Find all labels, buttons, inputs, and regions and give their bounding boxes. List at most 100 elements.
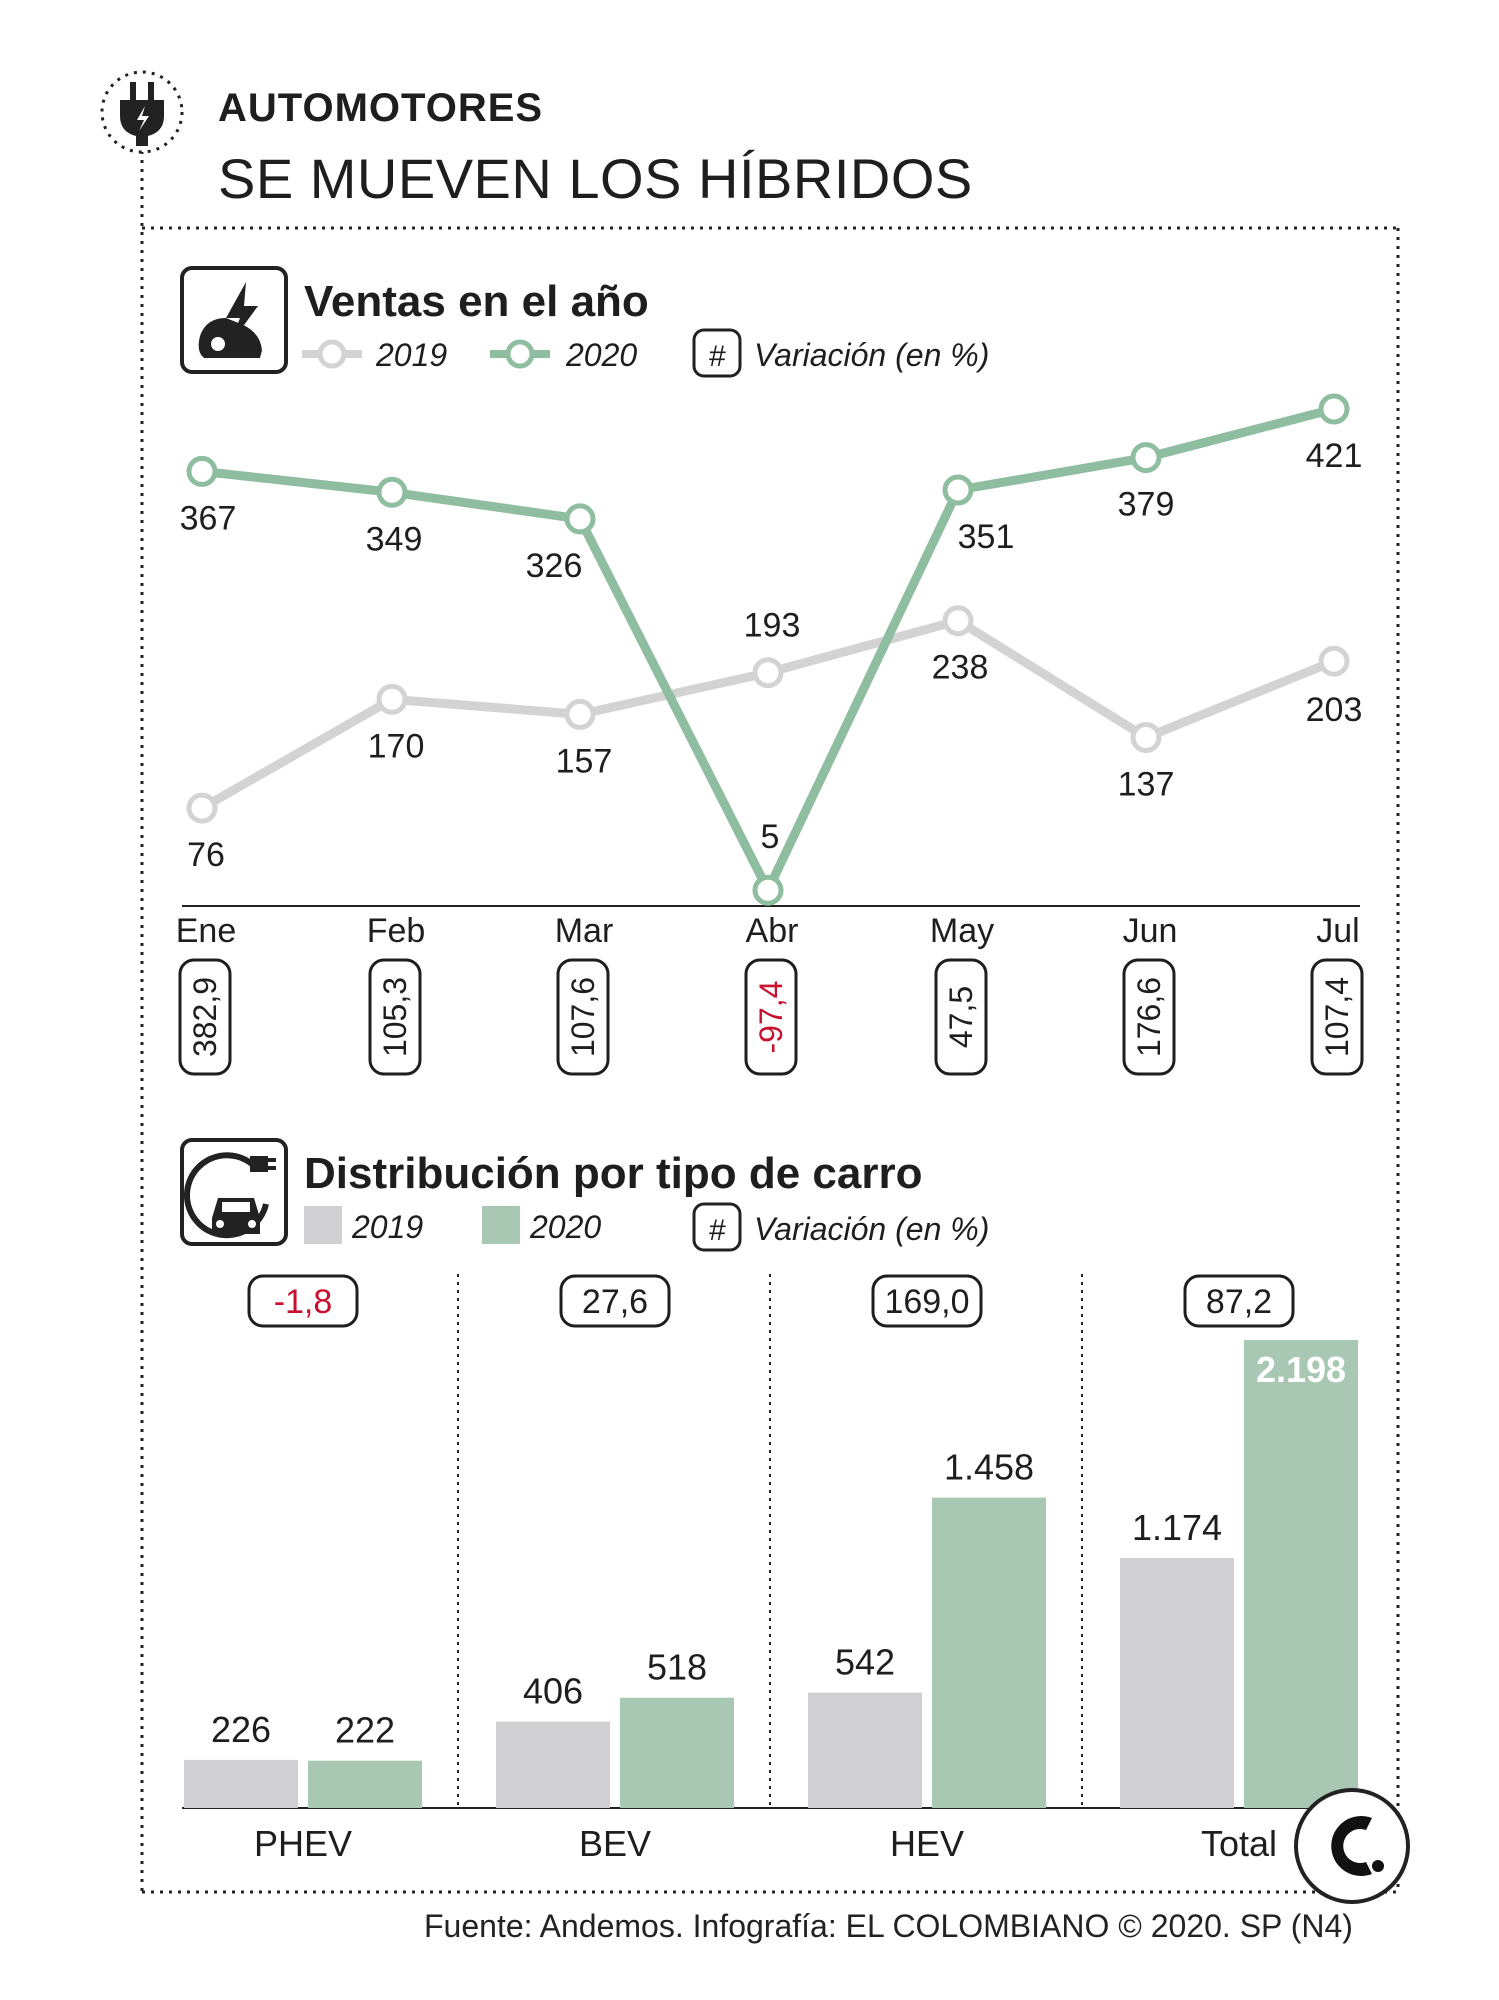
legend-label-2020: 2020: [565, 337, 637, 373]
point-2020-Mar: [564, 503, 596, 535]
bar-value-label-2020-Total: 2.198: [1256, 1349, 1346, 1390]
variation-label-Jul: 107,4: [1319, 977, 1355, 1057]
source-note: Fuente: Andemos. Infografía: EL COLOMBIA…: [424, 1908, 1353, 1944]
value-label-2020-Abr: 5: [761, 818, 780, 856]
bar-variation-label-HEV: 169,0: [884, 1283, 969, 1321]
legend-variation: # Variación (en %): [692, 328, 989, 378]
variation-pill-Abr: [744, 958, 798, 1076]
category-label-PHEV: PHEV: [254, 1823, 352, 1864]
bar-value-label-2020-BEV: 518: [647, 1647, 707, 1688]
x-tick-label-Mar: Mar: [555, 912, 614, 950]
bar-2019-HEV: [808, 1692, 922, 1808]
x-tick-label-Feb: Feb: [367, 912, 426, 950]
legend-label-2019: 2019: [375, 337, 447, 373]
value-label-2020-Mar: 326: [526, 547, 583, 585]
legend-2020: 2020: [490, 337, 637, 373]
bar-variation-pill-Total: [1183, 1274, 1295, 1328]
el-colombiano-logo: [1294, 1788, 1410, 1904]
distribution-bar-chart: 226 222 PHEV -1,8 406 518 BEV 27,6 542 1.458 HEV 16…: [184, 1274, 1358, 1864]
variation-label-Feb: 105,3: [377, 977, 413, 1057]
bar-value-label-2019-BEV: 406: [523, 1671, 583, 1712]
value-label-2019-Jul: 203: [1306, 691, 1363, 729]
point-2019-Jul: [1318, 645, 1350, 677]
distribution-icon-box: [180, 1138, 288, 1246]
bar-2020-Total: [1244, 1340, 1358, 1808]
bar-2020-PHEV: [308, 1760, 422, 1808]
legend-bar-variation: # Variación (en %): [692, 1202, 989, 1252]
category-label-BEV: BEV: [579, 1823, 651, 1864]
point-2019-Mar: [564, 698, 596, 730]
value-label-2020-Jun: 379: [1118, 486, 1175, 524]
x-tick-label-Jul: Jul: [1316, 912, 1359, 950]
bar-variation-label-BEV: 27,6: [582, 1283, 648, 1321]
variation-pill-Feb: [368, 958, 422, 1076]
legend-variation-symbol: #: [709, 340, 726, 373]
distribution-legend: 2019 2020 # Variación (en %): [304, 1202, 989, 1252]
bar-value-label-2019-HEV: 542: [835, 1642, 895, 1683]
value-label-2019-Ene: 76: [187, 836, 225, 874]
value-label-2020-Feb: 349: [366, 520, 423, 558]
category-label-HEV: HEV: [890, 1823, 964, 1864]
bar-variation-label-Total: 87,2: [1206, 1283, 1272, 1321]
x-tick-label-Jun: Jun: [1123, 912, 1178, 950]
point-2019-Feb: [376, 683, 408, 715]
sales-chart-title: Ventas en el año: [304, 277, 649, 326]
point-2020-Jul: [1318, 393, 1350, 425]
point-2020-Ene: [186, 455, 218, 487]
point-2019-May: [942, 605, 974, 637]
point-2019-Jun: [1130, 722, 1162, 753]
legend-bar-label-2019: 2019: [351, 1209, 423, 1245]
variation-pill-Mar: [556, 958, 610, 1076]
point-2020-Jun: [1130, 442, 1162, 474]
bar-group-dividers: [457, 1274, 1083, 1808]
bar-value-label-2020-PHEV: 222: [335, 1710, 395, 1751]
value-label-2020-Ene: 367: [180, 499, 237, 537]
x-tick-label-Ene: Ene: [176, 912, 237, 950]
distribution-chart-title: Distribución por tipo de carro: [304, 1149, 923, 1198]
bar-2019-Total: [1120, 1558, 1234, 1808]
value-label-2019-May: 238: [932, 649, 989, 687]
variation-label-May: 47,5: [943, 986, 979, 1048]
value-label-2020-May: 351: [958, 518, 1015, 556]
point-2019-Abr: [752, 657, 784, 689]
variation-label-Ene: 382,9: [187, 977, 223, 1057]
sales-legend: 2019 2020 # Variación (en %): [302, 328, 989, 378]
legend-bar-2020: 2020: [482, 1206, 601, 1245]
bar-value-label-2019-PHEV: 226: [211, 1709, 271, 1750]
bar-variation-label-PHEV: -1,8: [274, 1283, 333, 1321]
bar-2020-HEV: [932, 1497, 1046, 1808]
bar-variation-pill-HEV: [871, 1274, 983, 1328]
point-2020-Abr: [752, 874, 784, 906]
bar-2019-BEV: [496, 1721, 610, 1808]
bar-value-label-2019-Total: 1.174: [1132, 1507, 1222, 1548]
page-title: SE MUEVEN LOS HÍBRIDOS: [218, 147, 973, 210]
kicker: AUTOMOTORES: [218, 86, 544, 130]
variation-label-Jun: 176,6: [1131, 977, 1167, 1057]
variation-pill-Jul: [1310, 958, 1364, 1076]
value-label-2019-Abr: 193: [744, 607, 801, 645]
legend-variation-label: Variación (en %): [754, 337, 989, 373]
bar-2020-BEV: [620, 1697, 734, 1808]
legend-2019: 2019: [302, 337, 447, 373]
electric-car-plug-icon: [184, 1152, 276, 1239]
variation-pill-Ene: [178, 958, 232, 1076]
legend-bar-variation-label: Variación (en %): [754, 1211, 989, 1247]
variation-label-Mar: 107,6: [565, 977, 601, 1057]
x-tick-label-May: May: [930, 912, 994, 950]
variation-label-Abr: -97,4: [753, 981, 789, 1054]
point-2020-May: [942, 474, 974, 506]
value-label-2019-Jun: 137: [1118, 766, 1175, 804]
car-lightning-icon: [198, 282, 262, 358]
value-label-2019-Mar: 157: [556, 742, 613, 780]
x-tick-label-Abr: Abr: [746, 912, 799, 950]
plug-icon: [100, 70, 184, 154]
dotted-frame: [140, 142, 1400, 1894]
legend-bar-variation-symbol: #: [709, 1214, 726, 1247]
point-2019-Ene: [186, 792, 218, 824]
bar-variation-pill-BEV: [559, 1274, 671, 1328]
variation-pill-Jun: [1122, 958, 1176, 1076]
sales-icon-box: [180, 266, 288, 374]
variation-pill-May: [934, 958, 988, 1076]
bar-2019-PHEV: [184, 1759, 298, 1808]
